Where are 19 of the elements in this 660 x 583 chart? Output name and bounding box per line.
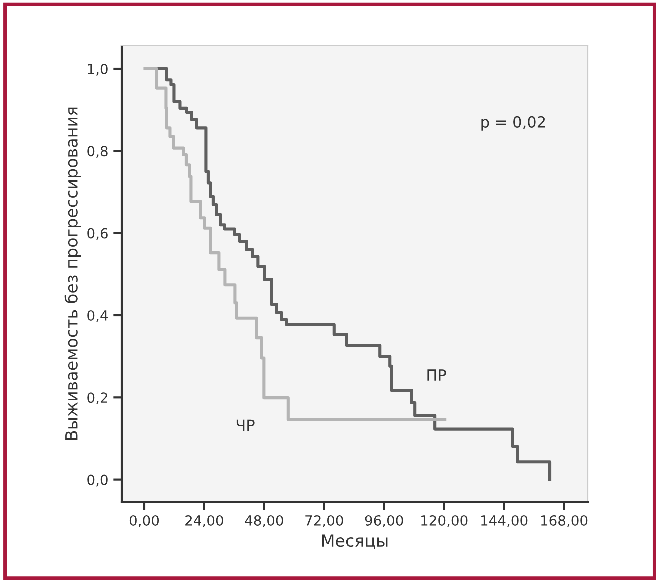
series-label: ПР <box>428 370 446 381</box>
x-tick-label: 96,00 <box>365 515 404 528</box>
x-tick-label: 24,00 <box>186 515 224 528</box>
y-tick-label: 0,4 <box>88 310 108 322</box>
y-tick-label: 0,0 <box>88 474 108 487</box>
x-tick-label: 120,00 <box>422 515 468 528</box>
y-tick-label: 1,0 <box>88 64 108 76</box>
series-label: ЧР <box>236 420 255 431</box>
x-tick-label: 144,00 <box>482 515 528 528</box>
y-axis-title: Выживаемость без прогрессирования <box>64 108 82 440</box>
x-axis-title: Месяцы <box>322 534 388 550</box>
x-tick-label: 72,00 <box>306 515 344 528</box>
y-tick-label: 0,8 <box>88 146 108 158</box>
x-tick-label: 48,00 <box>245 515 284 528</box>
x-tick-label: 0,00 <box>130 515 160 528</box>
y-tick-label: 0,6 <box>88 228 108 240</box>
x-tick-label: 168,00 <box>541 515 588 528</box>
y-tick-label: 0,2 <box>88 392 108 405</box>
annotation: p = 0,02 <box>482 116 546 131</box>
